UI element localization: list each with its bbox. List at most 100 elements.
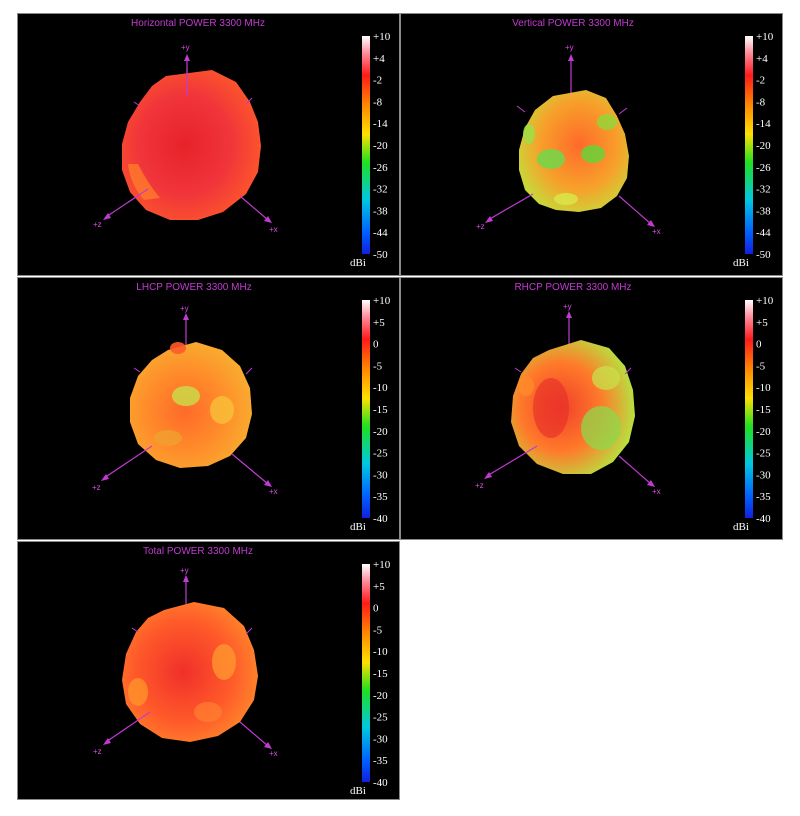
colorbar-tick-label: -20 bbox=[756, 140, 771, 152]
colorbar-tick-label: +4 bbox=[756, 53, 768, 65]
y-axis-label: +y bbox=[181, 43, 190, 52]
horizontal-pattern-plot: Horizontal POWER 3300 MHz +y +z +x +10 +4… bbox=[93, 18, 391, 269]
vertical-pattern-plot: Vertical POWER 3300 MHz +y +z +x +10 +4 -2… bbox=[476, 18, 774, 269]
chart-title: Total POWER 3300 MHz bbox=[143, 546, 253, 557]
colorbar-tick-label: -32 bbox=[756, 184, 771, 196]
colorbar-tick-label: -38 bbox=[373, 205, 388, 217]
colorbar-tick-label: +10 bbox=[756, 295, 774, 307]
colorbar-gradient bbox=[745, 36, 753, 254]
horizontal-power-panel: Horizontal POWER 3300 MHz +y +z +x +10 +4… bbox=[17, 13, 400, 276]
colorbar-tick-label: 0 bbox=[373, 339, 379, 351]
colorbar-tick-label: -26 bbox=[756, 162, 771, 174]
colorbar-tick-label: -25 bbox=[756, 448, 771, 460]
x-axis-label: +x bbox=[269, 487, 278, 496]
x-axis-line bbox=[239, 721, 269, 747]
pattern-shading bbox=[128, 164, 160, 200]
z-axis-label: +z bbox=[93, 747, 102, 756]
x-axis-line bbox=[618, 455, 652, 485]
colorbar-tick-label: +10 bbox=[373, 295, 391, 307]
total-pattern-plot: Total POWER 3300 MHz +y +z +x +10 +5 0 -5 -1… bbox=[93, 546, 391, 797]
colorbar: +10 +4 -2 -8 -14 -20 -26 -32 -38 -44 -50 dBi bbox=[350, 31, 391, 269]
horizontal-pattern-body bbox=[122, 70, 261, 220]
colorbar-tick-label: -8 bbox=[373, 96, 383, 108]
colorbar-tick-label: +5 bbox=[756, 317, 768, 329]
total-pattern-body bbox=[122, 602, 258, 742]
colorbar-tick-label: -2 bbox=[756, 75, 765, 87]
colorbar-tick-label: 0 bbox=[373, 603, 379, 615]
colorbar-tick-label: -5 bbox=[373, 360, 383, 372]
colorbar-tick-label: -10 bbox=[373, 382, 388, 394]
colorbar-tick-label: -30 bbox=[756, 469, 771, 481]
colorbar-tick-label: -20 bbox=[373, 426, 388, 438]
colorbar-unit-label: dBi bbox=[350, 521, 366, 533]
lhcp-pattern-plot: LHCP POWER 3300 MHz +y +z +x +10 +5 0 -5 -10… bbox=[92, 282, 391, 533]
x-axis-label: +x bbox=[652, 227, 661, 236]
colorbar-tick-label: -5 bbox=[373, 624, 383, 636]
z-axis-line bbox=[105, 188, 149, 218]
colorbar-gradient bbox=[745, 300, 753, 518]
y-axis-arrow bbox=[183, 313, 189, 320]
colorbar-tick-label: -40 bbox=[373, 777, 388, 789]
colorbar-tick-label: +5 bbox=[373, 581, 385, 593]
colorbar-unit-label: dBi bbox=[733, 257, 749, 269]
colorbar-tick-label: -35 bbox=[373, 491, 388, 503]
colorbar-gradient bbox=[362, 36, 370, 254]
z-axis-line bbox=[487, 193, 534, 221]
colorbar-tick-label: -14 bbox=[756, 118, 771, 130]
x-axis-label: +x bbox=[269, 225, 278, 234]
vertical-pattern-body bbox=[519, 90, 629, 212]
colorbar-tick-label: -2 bbox=[373, 75, 382, 87]
lhcp-power-panel: LHCP POWER 3300 MHz +y +z +x +10 +5 0 -5 -10… bbox=[17, 277, 400, 540]
colorbar-tick-label: -44 bbox=[373, 227, 388, 239]
colorbar-tick-label: +10 bbox=[756, 31, 774, 43]
x-axis-label: +x bbox=[269, 749, 278, 758]
colorbar-tick-label: -15 bbox=[756, 404, 771, 416]
colorbar-tick-label: -15 bbox=[373, 668, 388, 680]
colorbar-tick-label: -5 bbox=[756, 360, 766, 372]
colorbar-tick-label: -20 bbox=[373, 140, 388, 152]
colorbar-tick-label: -40 bbox=[756, 513, 771, 525]
chart-title: Vertical POWER 3300 MHz bbox=[512, 18, 634, 29]
colorbar-tick-label: -50 bbox=[756, 249, 771, 261]
colorbar-tick-label: 0 bbox=[756, 339, 762, 351]
pattern-shading bbox=[172, 386, 200, 406]
y-axis-label: +y bbox=[180, 304, 189, 313]
x-axis-line bbox=[618, 195, 652, 225]
colorbar-tick-label: -20 bbox=[373, 690, 388, 702]
colorbar-tick-label: -38 bbox=[756, 205, 771, 217]
colorbar-tick-label: -32 bbox=[373, 184, 388, 196]
colorbar-tick-label: -50 bbox=[373, 249, 388, 261]
y-axis-label: +y bbox=[565, 43, 574, 52]
pattern-shading bbox=[581, 406, 621, 450]
colorbar: +10 +4 -2 -8 -14 -20 -26 -32 -38 -44 -50 dBi bbox=[733, 31, 774, 269]
z-axis-label: +z bbox=[475, 481, 484, 490]
y-axis-arrow bbox=[568, 54, 574, 61]
total-power-panel: Total POWER 3300 MHz +y +z +x +10 +5 0 -5 -1… bbox=[17, 541, 400, 800]
colorbar-unit-label: dBi bbox=[350, 257, 366, 269]
colorbar: +10 +5 0 -5 -10 -15 -20 -25 -30 -35 -40 dBi bbox=[350, 559, 391, 797]
colorbar-gradient bbox=[362, 300, 370, 518]
colorbar-tick-label: -26 bbox=[373, 162, 388, 174]
colorbar-tick-label: -25 bbox=[373, 448, 388, 460]
colorbar: +10 +5 0 -5 -10 -15 -20 -25 -30 -35 -40 dBi bbox=[350, 295, 391, 533]
colorbar-tick-label: -10 bbox=[373, 646, 388, 658]
colorbar-gradient bbox=[362, 564, 370, 782]
vertical-power-panel: Vertical POWER 3300 MHz +y +z +x +10 +4 -2… bbox=[400, 13, 783, 276]
colorbar-tick-label: +10 bbox=[373, 31, 391, 43]
y-axis-arrow bbox=[183, 575, 189, 582]
y-axis-label: +y bbox=[563, 302, 572, 311]
rhcp-pattern-body bbox=[511, 340, 635, 474]
y-axis-arrow bbox=[566, 311, 572, 318]
colorbar: +10 +5 0 -5 -10 -15 -20 -25 -30 -35 -40 dBi bbox=[733, 295, 774, 533]
colorbar-unit-label: dBi bbox=[733, 521, 749, 533]
colorbar-tick-label: -35 bbox=[756, 491, 771, 503]
pattern-shading bbox=[212, 644, 236, 680]
colorbar-tick-label: -20 bbox=[756, 426, 771, 438]
colorbar-tick-label: -14 bbox=[373, 118, 388, 130]
colorbar-tick-label: -10 bbox=[756, 382, 771, 394]
colorbar-tick-label: -30 bbox=[373, 733, 388, 745]
z-axis-label: +z bbox=[92, 483, 101, 492]
x-axis-line bbox=[231, 453, 269, 485]
z-axis-label: +z bbox=[476, 222, 485, 231]
colorbar-tick-label: -30 bbox=[373, 469, 388, 481]
